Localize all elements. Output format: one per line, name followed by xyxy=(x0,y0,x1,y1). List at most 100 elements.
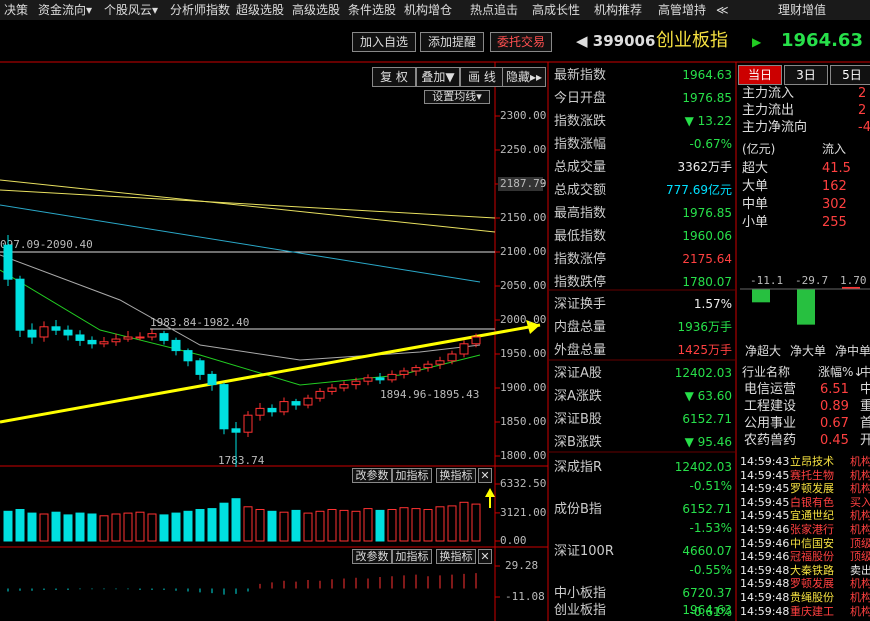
y-tick-label: 2050.00 xyxy=(500,279,546,292)
pane-button[interactable]: 改参数 xyxy=(352,468,392,483)
table-value: 255 xyxy=(822,215,847,230)
candle-body xyxy=(63,329,73,336)
menu-item[interactable]: ≪ xyxy=(716,3,729,17)
pane-button[interactable]: 加指标 xyxy=(392,549,432,564)
flow-label: 主力流入 xyxy=(742,86,795,101)
stock-name: 创业板指 xyxy=(656,30,728,51)
pane-button[interactable]: ✕ xyxy=(478,468,492,483)
menu-item[interactable]: 热点追击 xyxy=(470,3,519,17)
menu-item[interactable]: 超级选股 xyxy=(236,3,285,17)
info-label: 创业板指 xyxy=(554,603,607,618)
flow-bar-label: -29.7 xyxy=(795,274,828,287)
header-button[interactable]: 加入自选 xyxy=(352,32,416,52)
sector-head: 涨幅%↓ xyxy=(818,365,864,379)
trade-cell: 14:59:48 xyxy=(740,563,790,577)
pane-button[interactable]: 加指标 xyxy=(392,468,432,483)
volume-bar xyxy=(447,505,457,542)
volume-bar xyxy=(27,512,37,542)
pane-button[interactable]: 换指标 xyxy=(436,468,476,483)
trade-cell: 14:59:45 xyxy=(740,495,790,509)
ma-line xyxy=(0,254,481,361)
volume-bar xyxy=(303,512,313,542)
info-value: -0.51% xyxy=(689,479,732,493)
volume-bar xyxy=(243,506,253,542)
menu-item[interactable]: 高成长性 xyxy=(532,3,581,17)
info-label: 今日开盘 xyxy=(554,91,607,106)
menu-item[interactable]: 资金流向▾ xyxy=(38,3,93,17)
toolbar-button[interactable]: 隐藏▸▸ xyxy=(502,67,546,87)
trade-cell: 中信国安 xyxy=(790,536,834,550)
info-value: 777.69亿元 xyxy=(666,183,732,197)
volume-bar xyxy=(459,501,469,542)
info-value: 1425万手 xyxy=(677,343,732,357)
info-value: 1964.63 xyxy=(682,603,732,617)
menu-item[interactable]: 机构增仓 xyxy=(404,3,453,17)
tab[interactable]: 3日 xyxy=(784,65,828,85)
info-label: 中小板指 xyxy=(554,586,607,601)
trade-cell: 宜通世纪 xyxy=(790,509,834,523)
menu-item[interactable]: 条件选股 xyxy=(348,3,397,17)
y-tick-label: 2250.00 xyxy=(500,143,546,156)
sector-cell: 电信运营 xyxy=(744,382,797,397)
candle-body xyxy=(279,401,289,413)
y-tick-label: 6332.50 xyxy=(500,477,546,490)
menu-item[interactable]: 个股风云▾ xyxy=(104,3,159,17)
info-label: 深证100R xyxy=(554,544,614,559)
candle-body xyxy=(27,329,37,338)
sector-cell: 开 xyxy=(860,433,870,448)
trade-cell: 张家港行 xyxy=(790,523,834,536)
header-button[interactable]: 添加提醒 xyxy=(420,32,484,52)
header-button[interactable]: 委托交易 xyxy=(490,32,552,52)
pane-button[interactable]: 换指标 xyxy=(436,549,476,564)
tab[interactable]: 5日 xyxy=(830,65,870,85)
candle-body xyxy=(123,336,133,340)
volume-bar xyxy=(363,508,373,542)
candle-body xyxy=(75,334,85,341)
toolbar-button[interactable]: 画 线 xyxy=(460,67,504,87)
info-label: 指数涨停 xyxy=(554,252,607,267)
trade-cell: 机构 xyxy=(850,482,870,496)
info-value: 2175.64 xyxy=(682,252,732,266)
y-tick-label: 0.00 xyxy=(500,534,527,547)
toolbar-button[interactable]: 叠加▼ xyxy=(416,67,460,87)
pane-button[interactable]: ✕ xyxy=(478,549,492,564)
ma-line xyxy=(0,189,496,219)
flow-bar-name: 净大单 xyxy=(790,344,827,358)
pane-button[interactable]: 改参数 xyxy=(352,549,392,564)
volume-bar xyxy=(195,508,205,542)
volume-bar xyxy=(135,511,145,542)
candle-body xyxy=(183,350,193,362)
candle-body xyxy=(159,333,169,341)
info-value: 3362万手 xyxy=(677,160,732,174)
flow-bar-label: -11.1 xyxy=(750,274,783,287)
menu-item[interactable]: 机构推荐 xyxy=(594,3,643,17)
menu-item[interactable]: 分析师指数 xyxy=(170,3,231,17)
volume-bar xyxy=(111,513,121,542)
info-label: 深证A股 xyxy=(554,366,602,381)
annotation: 1783.74 xyxy=(218,454,265,467)
info-value: 1.57% xyxy=(693,297,732,311)
ma-setting[interactable]: 设置均线▾ xyxy=(424,90,490,104)
info-value: ▼ 95.46 xyxy=(684,435,732,449)
menu-item[interactable]: 决策 xyxy=(4,3,29,17)
volume-bar xyxy=(207,508,217,542)
trade-cell: 赛托生物 xyxy=(790,468,834,482)
menu-item[interactable]: 高级选股 xyxy=(292,3,341,17)
candle-body xyxy=(375,377,385,381)
price-tag: 2187.79 xyxy=(500,177,546,190)
info-value: -0.61% xyxy=(689,605,732,619)
volume-bar xyxy=(147,513,157,542)
nav-next[interactable]: ▶ xyxy=(752,35,762,49)
info-label: 指数涨跌 xyxy=(554,114,607,129)
toolbar-button[interactable]: 复 权 xyxy=(372,67,416,87)
info-value: 4660.07 xyxy=(682,544,732,558)
info-label: 最高指数 xyxy=(554,206,607,221)
menu-item[interactable]: 理财增值 xyxy=(778,3,827,17)
flow-label: 主力净流向 xyxy=(742,120,808,135)
info-value: 6720.37 xyxy=(682,586,732,600)
volume-bar xyxy=(39,513,49,542)
menu-item[interactable]: 高管增持 xyxy=(658,3,707,17)
trade-cell: 大秦铁路 xyxy=(790,563,834,577)
tab[interactable]: 当日 xyxy=(738,65,782,85)
